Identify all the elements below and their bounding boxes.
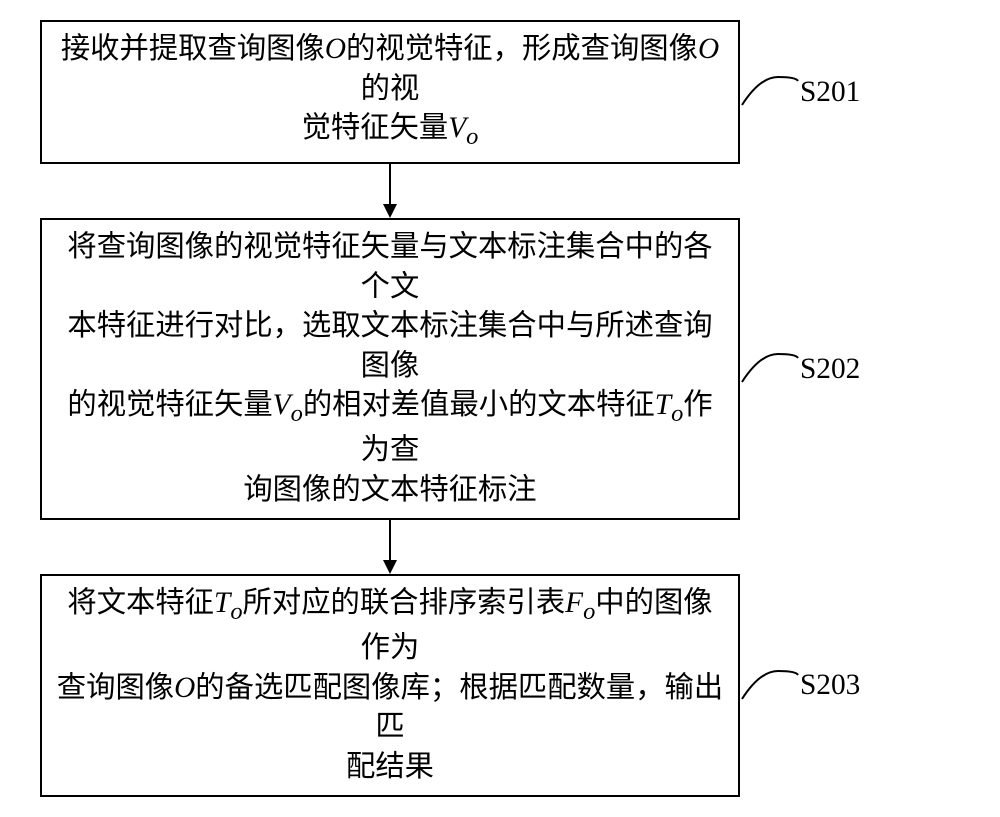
flowchart: 接收并提取查询图像O的视觉特征，形成查询图像O的视觉特征矢量Vo S201 将查询图… [40,20,960,797]
step-row: 将查询图像的视觉特征矢量与文本标注集合中的各个文本特征进行对比，选取文本标注集合… [40,218,960,520]
arrow-head [383,204,397,218]
step-box-s202: 将查询图像的视觉特征矢量与文本标注集合中的各个文本特征进行对比，选取文本标注集合… [40,218,740,520]
arrow-down-icon [40,520,740,574]
step-text: 接收并提取查询图像O的视觉特征，形成查询图像O的视觉特征矢量Vo [56,30,724,154]
step-row: 接收并提取查询图像O的视觉特征，形成查询图像O的视觉特征矢量Vo S201 [40,20,960,164]
arrow-shaft [389,520,391,560]
step-box-s201: 接收并提取查询图像O的视觉特征，形成查询图像O的视觉特征矢量Vo [40,20,740,164]
step-row: 将文本特征To所对应的联合排序索引表Fo中的图像作为查询图像O的备选匹配图像库；… [40,574,960,797]
step-text: 将文本特征To所对应的联合排序索引表Fo中的图像作为查询图像O的备选匹配图像库；… [56,584,724,787]
step-label-s203: S203 [800,669,860,702]
step-label-s202: S202 [800,353,860,386]
connector-curve [740,352,800,386]
arrow-head [383,560,397,574]
connector-curve [740,669,800,703]
arrow-shaft [389,164,391,204]
connector-curve [740,75,800,109]
step-box-s203: 将文本特征To所对应的联合排序索引表Fo中的图像作为查询图像O的备选匹配图像库；… [40,574,740,797]
arrow-down-icon [40,164,740,218]
step-text: 将查询图像的视觉特征矢量与文本标注集合中的各个文本特征进行对比，选取文本标注集合… [56,228,724,510]
step-label-s201: S201 [800,76,860,109]
